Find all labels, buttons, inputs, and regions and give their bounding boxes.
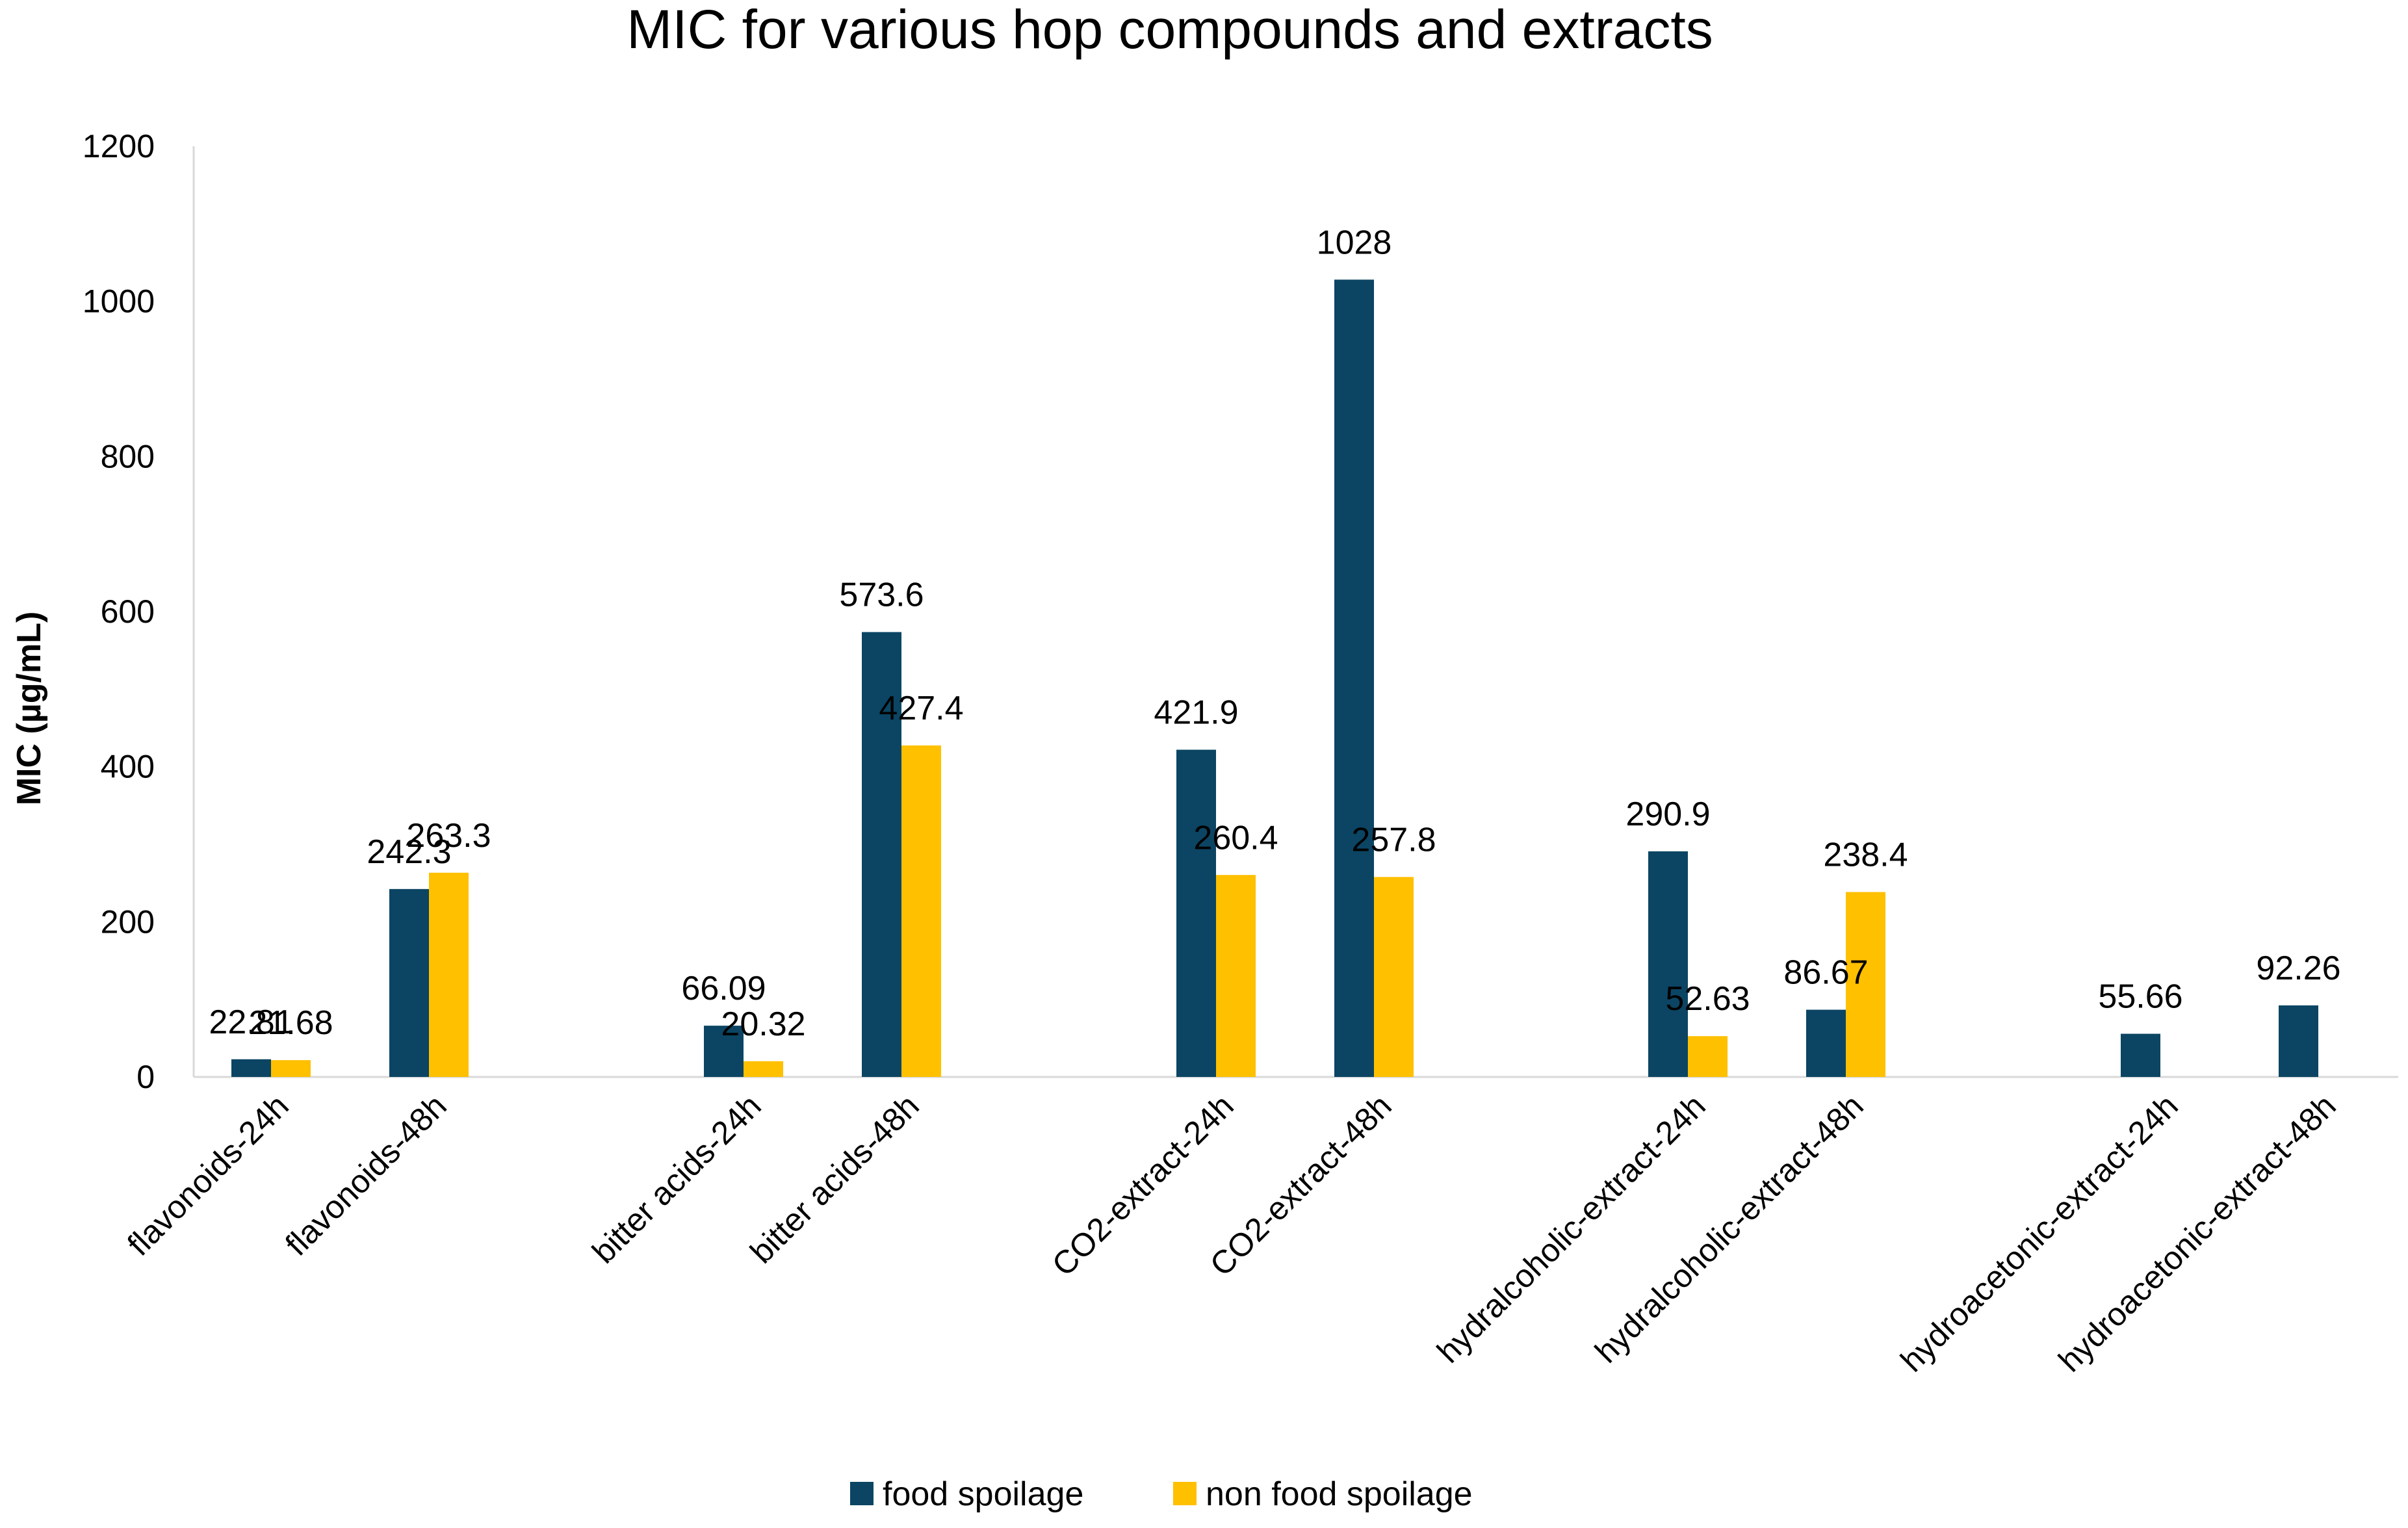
x-tick-label: flavonoids-24h — [120, 1087, 296, 1263]
x-tick-label: flavonoids-48h — [278, 1087, 454, 1263]
x-tick-label: hydralcoholic-extract-24h — [1430, 1087, 1713, 1370]
data-label: 260.4 — [1193, 819, 1278, 857]
bar-food-spoilage — [2121, 1033, 2160, 1077]
bar-non-food-spoilage — [901, 745, 941, 1077]
bar-food-spoilage — [1648, 851, 1688, 1077]
legend-label: food spoilage — [883, 1475, 1083, 1513]
chart-title: MIC for various hop compounds and extrac… — [627, 0, 1713, 60]
data-label: 20.32 — [721, 1005, 805, 1043]
data-label: 86.67 — [1783, 954, 1868, 992]
legend-swatch — [1173, 1482, 1197, 1505]
x-tick-label: hydroacetonic-extract-48h — [2051, 1087, 2342, 1379]
data-label: 238.4 — [1823, 836, 1908, 874]
y-tick-label: 600 — [101, 593, 155, 630]
bars-layer — [231, 279, 2318, 1078]
y-tick-label: 800 — [101, 438, 155, 474]
legend-swatch — [850, 1482, 874, 1505]
bar-food-spoilage — [2279, 1005, 2318, 1077]
x-tick-label: hydroacetonic-extract-24h — [1893, 1087, 2184, 1379]
data-label: 22.81 — [209, 1004, 293, 1041]
data-label: 257.8 — [1351, 821, 1436, 859]
data-label: 427.4 — [879, 690, 963, 727]
data-label: 573.6 — [839, 576, 924, 614]
bar-non-food-spoilage — [1216, 875, 1256, 1077]
bar-food-spoilage — [231, 1059, 271, 1077]
y-tick-label: 1200 — [83, 128, 155, 164]
y-tick-label: 200 — [101, 903, 155, 940]
y-tick-label: 1000 — [83, 283, 155, 320]
legend: food spoilage non food spoilage — [850, 1475, 1473, 1513]
x-tick-label: hydralcoholic-extract-48h — [1588, 1087, 1871, 1370]
bar-non-food-spoilage — [744, 1061, 783, 1077]
x-tick-label: bitter acids-48h — [743, 1087, 926, 1270]
data-label: 421.9 — [1154, 694, 1238, 732]
data-label: 290.9 — [1625, 796, 1710, 833]
data-label: 242.3 — [367, 833, 451, 871]
data-label: 21.68 — [248, 1004, 333, 1042]
bar-food-spoilage — [1806, 1009, 1846, 1077]
bar-food-spoilage — [704, 1026, 744, 1077]
y-tick-label: 400 — [101, 749, 155, 785]
bar-non-food-spoilage — [271, 1060, 311, 1077]
axes-layer: 0 200 400 600 800 1000 1200 flavonoids-24hflavo… — [83, 128, 2398, 1379]
data-labels-layer: 22.81 242.3 66.09 573.6 421.9 1028 290.9 86.67 5… — [209, 224, 2340, 1042]
y-axis-label: MIC (µg/mL) — [10, 612, 48, 806]
x-tick-label: bitter acids-24h — [585, 1087, 768, 1270]
data-label: 52.63 — [1665, 980, 1750, 1018]
y-tick-label: 0 — [136, 1059, 155, 1095]
bar-non-food-spoilage — [429, 872, 469, 1077]
bar-non-food-spoilage — [1688, 1036, 1728, 1077]
bar-non-food-spoilage — [1846, 892, 1885, 1077]
data-label: 263.3 — [406, 817, 491, 855]
legend-label: non food spoilage — [1206, 1475, 1473, 1513]
data-label: 92.26 — [2256, 950, 2340, 987]
bar-food-spoilage — [389, 888, 429, 1077]
bar-food-spoilage — [1334, 279, 1374, 1078]
bar-non-food-spoilage — [1374, 877, 1414, 1077]
data-label: 55.66 — [2098, 978, 2182, 1016]
bar-food-spoilage — [862, 632, 901, 1077]
data-label: 1028 — [1317, 224, 1392, 261]
data-label: 66.09 — [681, 970, 766, 1007]
bar-food-spoilage — [1176, 749, 1216, 1077]
